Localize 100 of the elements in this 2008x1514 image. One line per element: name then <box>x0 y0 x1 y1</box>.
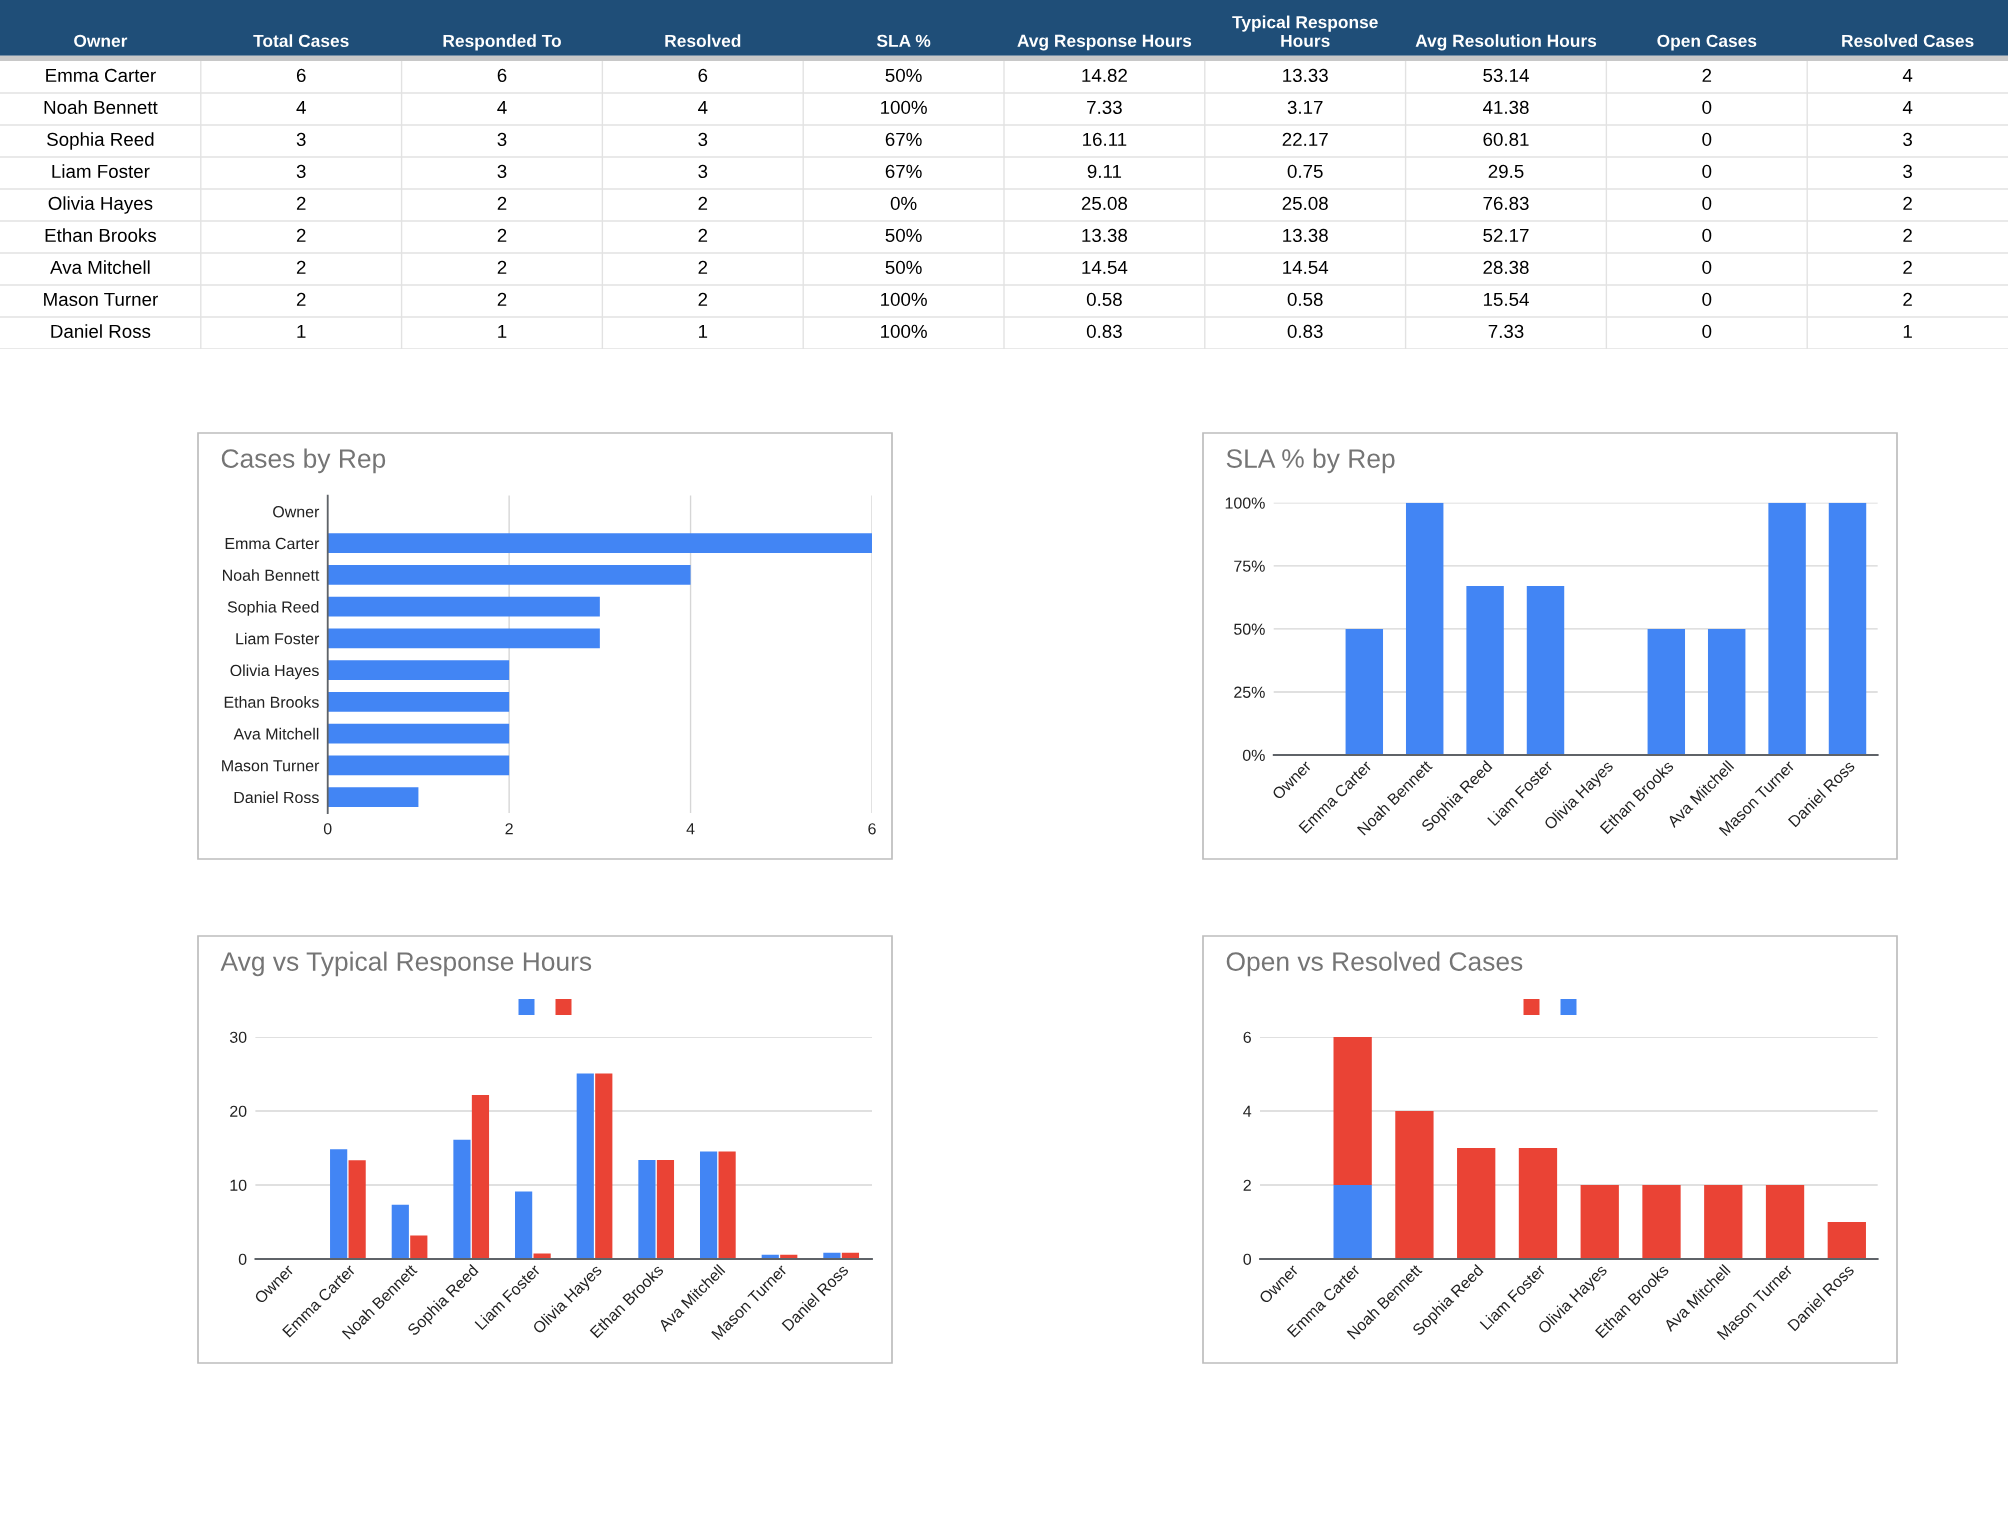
text: 7.33 <box>1087 100 1122 115</box>
y-tick-label: 10 <box>230 1179 247 1191</box>
bar <box>327 596 600 617</box>
text: 0.58 <box>1287 292 1323 307</box>
category-label: Noah Bennett <box>44 100 158 115</box>
y-tick-label: 6 <box>1243 1031 1251 1043</box>
bar <box>1647 628 1686 755</box>
category-label: Typical Response Hours <box>1232 15 1378 47</box>
y-tick-label: 4 <box>1243 1105 1252 1117</box>
bar <box>1768 502 1806 755</box>
category-label: Avg Resolution Hours <box>1415 34 1597 51</box>
chart-title: Open vs Resolved Cases <box>1226 951 1523 977</box>
bar <box>1395 1111 1434 1259</box>
y-tick-label: Noah Bennett <box>223 569 320 581</box>
bar <box>1580 1185 1619 1259</box>
text: 3 <box>497 132 507 147</box>
text: 1 <box>297 324 306 338</box>
text: 2 <box>698 260 708 274</box>
chart-title: Cases by Rep <box>221 448 386 474</box>
category-label: Resolved <box>665 34 741 47</box>
text: 13.38 <box>1082 228 1128 243</box>
category-label: Open Cases <box>1657 34 1757 51</box>
y-tick-label: Owner <box>273 506 320 518</box>
y-tick-label: Liam Foster <box>236 632 320 645</box>
category-label: Total Cases <box>253 34 349 47</box>
category-label: Liam Foster <box>52 164 150 179</box>
bar <box>327 692 510 712</box>
text: 53.14 <box>1483 68 1529 83</box>
y-tick-label: 25% <box>1234 686 1265 698</box>
text: 2 <box>497 292 507 306</box>
bar <box>1333 1185 1372 1259</box>
text: 0 <box>1702 100 1712 115</box>
text: 2 <box>698 196 708 210</box>
text: 25.08 <box>1081 196 1128 211</box>
x-tick-label: 6 <box>868 823 876 835</box>
y-tick-label: 20 <box>230 1105 247 1117</box>
text: 3.17 <box>1287 100 1323 115</box>
text: 6 <box>296 68 306 83</box>
category-label: Daniel Ross <box>51 324 151 339</box>
text: 14.54 <box>1283 260 1329 275</box>
text: 3 <box>497 164 507 179</box>
text: 67% <box>885 132 922 147</box>
bar <box>638 1159 656 1259</box>
category-label: Sophia Reed <box>47 132 154 150</box>
text: 0.83 <box>1086 324 1122 339</box>
bar <box>453 1139 471 1259</box>
text: 67% <box>885 164 922 179</box>
text: 100% <box>881 292 927 307</box>
bar <box>1827 1222 1866 1259</box>
y-tick-label: 30 <box>229 1031 247 1043</box>
bar <box>1457 1148 1496 1259</box>
y-tick-label: 0 <box>1243 1253 1252 1265</box>
y-tick-label: 75% <box>1234 560 1265 572</box>
text: 4 <box>698 100 708 114</box>
text: 16.11 <box>1083 132 1127 147</box>
category-label: Resolved Cases <box>1842 34 1974 47</box>
bar <box>1526 586 1565 755</box>
text: 3 <box>1903 164 1912 179</box>
text: 6 <box>698 68 708 83</box>
category-label: Ava Mitchell <box>50 260 150 275</box>
y-tick-label: Olivia Hayes <box>230 664 319 680</box>
text: 41.38 <box>1482 100 1529 115</box>
y-tick-label: 100% <box>1225 497 1265 509</box>
bar <box>327 565 691 585</box>
text: 100% <box>881 100 927 115</box>
category-label: Ethan Brooks <box>45 228 157 243</box>
text: 2 <box>1903 292 1912 306</box>
text: 13.33 <box>1283 68 1328 83</box>
text: 1 <box>1903 324 1912 338</box>
text: 0 <box>1702 132 1712 147</box>
text: 2 <box>1903 260 1912 274</box>
bar <box>391 1204 409 1259</box>
bar <box>348 1160 366 1259</box>
text: 28.38 <box>1483 260 1529 275</box>
chart-title: SLA % by Rep <box>1226 448 1395 474</box>
text: 76.83 <box>1483 196 1529 211</box>
text: 60.81 <box>1483 132 1529 147</box>
text: 2 <box>497 196 507 210</box>
y-tick-label: 50% <box>1234 623 1265 635</box>
text: 100% <box>881 324 927 339</box>
text: 4 <box>296 100 306 114</box>
text: 2 <box>296 196 306 210</box>
bar <box>576 1073 594 1259</box>
y-tick-label: 2 <box>1243 1179 1251 1191</box>
y-tick-label: Sophia Reed <box>227 600 319 616</box>
bar <box>327 755 510 776</box>
bar <box>656 1159 675 1259</box>
x-tick-label: 2 <box>505 823 513 835</box>
text: 2 <box>296 292 306 306</box>
category-label: SLA % <box>876 34 931 47</box>
text: 3 <box>698 164 708 179</box>
text: 2 <box>497 260 507 274</box>
text: 2 <box>698 292 708 306</box>
text: 0 <box>1702 228 1712 243</box>
bar <box>1518 1148 1558 1259</box>
category-label: Avg Response Hours <box>1017 34 1192 51</box>
bar <box>327 660 510 681</box>
bar <box>1707 628 1746 755</box>
y-tick-label: Ava Mitchell <box>233 727 319 740</box>
bar <box>1345 628 1384 755</box>
